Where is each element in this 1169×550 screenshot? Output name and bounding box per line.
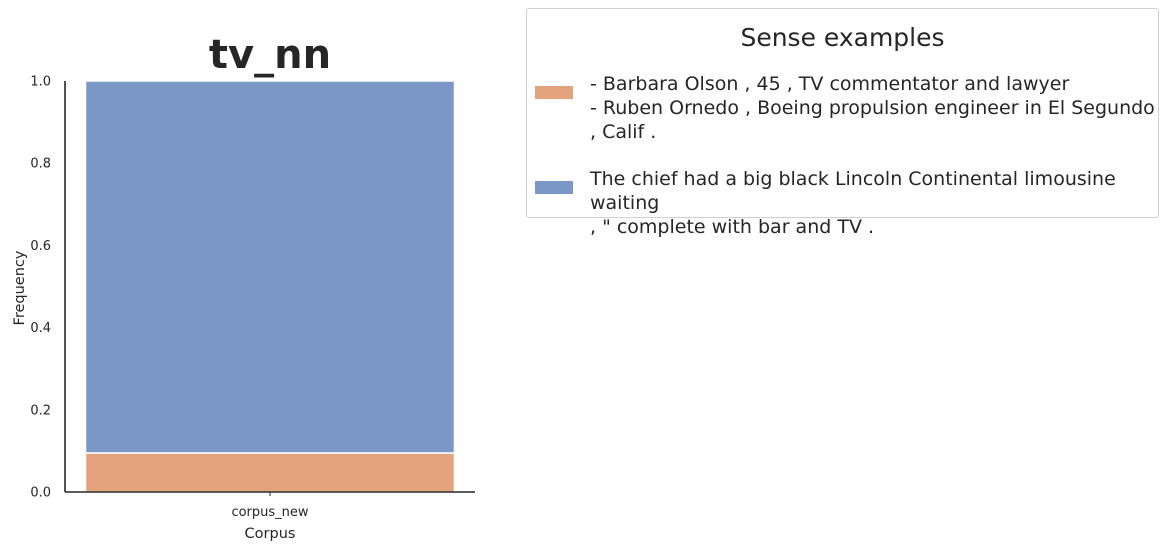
bar-segment-1 [84,80,456,454]
legend-entry-1: The chief had a big black Lincoln Contin… [535,167,1165,239]
legend-label-1: The chief had a big black Lincoln Contin… [590,168,1116,238]
legend-title: Sense examples [740,23,945,52]
y-tick-label: 0.6 [30,239,51,254]
y-axis-label: Frequency [12,250,28,325]
legend-entry-0: - Barbara Olson , 45 , TV commentator an… [535,72,1165,144]
y-tick-label: 0.0 [30,486,51,501]
chart-title: tv_nn [209,32,331,78]
legend-swatch-0 [535,86,573,99]
bar-segment-0 [84,452,456,493]
x-axis-ticks: corpus_new [231,492,309,520]
legend-swatch-1 [535,181,573,194]
y-tick-label: 1.0 [30,75,51,90]
x-axis-label: Corpus [245,526,296,542]
y-axis-ticks: 0.0 0.2 0.4 0.6 0.8 1.0 [30,75,51,501]
y-tick-label: 0.4 [30,321,51,336]
legend-label-0: - Barbara Olson , 45 , TV commentator an… [590,73,1155,143]
y-tick-label: 0.2 [30,403,51,418]
x-tick-label: corpus_new [231,505,308,520]
y-tick-label: 0.8 [30,157,51,172]
legend: Sense examples - Barbara Olson , 45 , TV… [526,8,1159,238]
bar-stack [84,80,456,493]
